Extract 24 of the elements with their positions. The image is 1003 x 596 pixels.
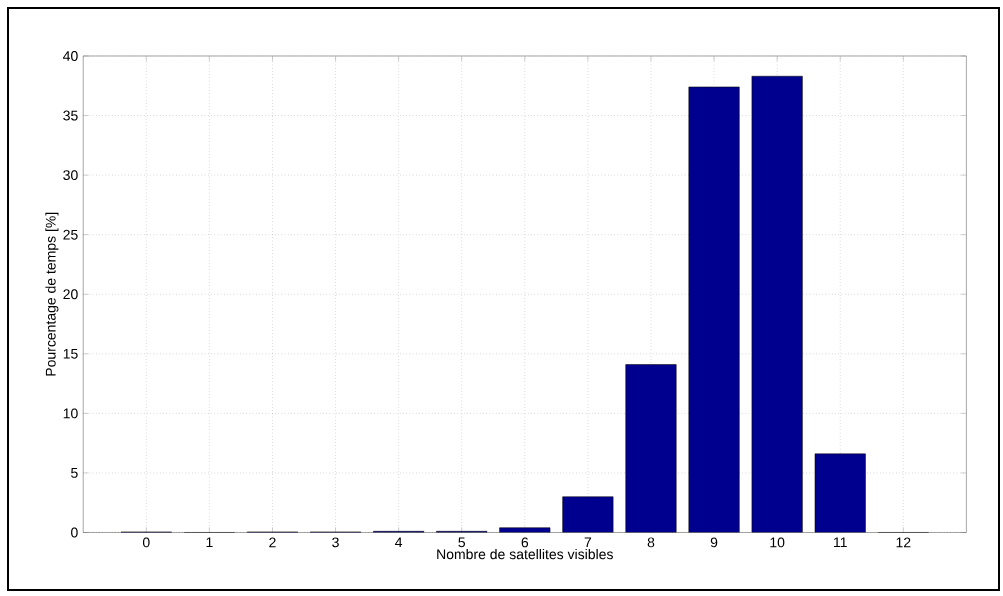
y-axis-title: Pourcentage de temps [%] bbox=[45, 212, 59, 376]
y-tick-label: 5 bbox=[71, 468, 78, 478]
x-tick-label: 8 bbox=[647, 537, 655, 548]
y-tick-label: 35 bbox=[63, 110, 78, 121]
y-tick-label: 20 bbox=[63, 289, 78, 300]
y-tick-label: 25 bbox=[63, 229, 78, 240]
y-tick-label: 10 bbox=[63, 408, 78, 419]
x-tick-label: 1 bbox=[206, 537, 213, 548]
x-axis-title: Nombre de satellites visibles bbox=[437, 548, 613, 560]
x-tick-label: 2 bbox=[269, 537, 276, 548]
x-tick-label: 9 bbox=[710, 537, 718, 548]
x-tick-label: 3 bbox=[332, 537, 339, 548]
y-tick-label: 30 bbox=[63, 170, 78, 181]
x-tick-label: 4 bbox=[395, 537, 403, 548]
y-tick-label: 15 bbox=[63, 348, 78, 359]
x-tick-label: 12 bbox=[896, 537, 911, 548]
x-tick-label: 10 bbox=[770, 537, 785, 548]
x-tick-label: 5 bbox=[458, 537, 466, 548]
x-tick-label: 0 bbox=[142, 537, 150, 548]
x-tick-label: 6 bbox=[521, 537, 529, 548]
x-tick-label: 11 bbox=[834, 537, 847, 548]
x-tick-label: 7 bbox=[584, 537, 592, 548]
y-tick-label: 40 bbox=[63, 51, 78, 61]
y-tick-label: 0 bbox=[71, 527, 78, 538]
